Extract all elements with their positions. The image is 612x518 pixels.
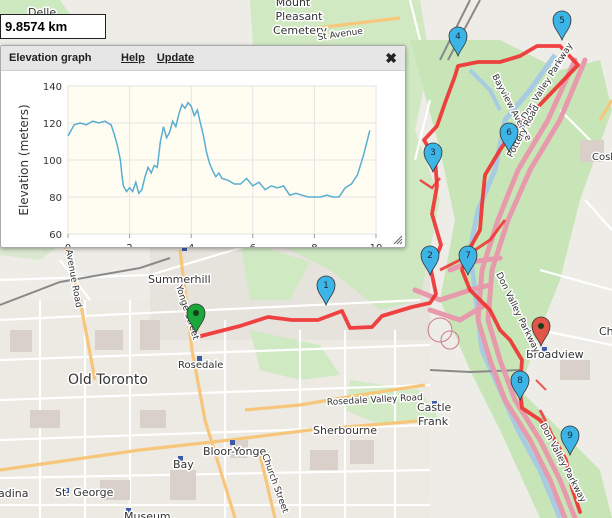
pin-body [448,26,468,58]
x-tick-label: 10 [370,243,383,247]
place-label: Rosedale [178,360,223,371]
elevation-chart: 60801001201400246810Distance (km)Elevati… [17,82,383,247]
place-label: Castle [417,401,452,414]
elevation-panel-header: Elevation graph Help Update ✖ [1,46,405,71]
waypoint-number: 6 [506,128,512,138]
elevation-series-line [67,101,371,198]
waypoint-marker-1[interactable]: 1 [316,275,336,307]
place-label: adina [0,487,29,500]
place-label: Mount [276,0,311,9]
waypoint-number: 5 [559,16,565,26]
place-label: Museum [124,510,171,518]
place-label: Sherbourne [313,424,377,437]
y-tick-label: 60 [49,230,62,241]
waypoint-number: 1 [323,281,329,291]
end-marker[interactable] [531,316,551,348]
waypoint-marker-7[interactable]: 7 [458,245,478,277]
x-tick-label: 4 [188,243,194,247]
place-label: Summerhill [148,273,211,286]
place-label: Frank [418,415,449,428]
pin-body [420,245,440,277]
pin-body [316,275,336,307]
pin-dot [538,323,544,329]
route-line [195,44,582,514]
distance-readout: 9.8574 km [0,14,106,39]
pin-body [510,370,530,402]
y-tick-label: 120 [43,119,62,130]
waypoint-marker-6[interactable]: 6 [499,122,519,154]
waypoint-marker-8[interactable]: 8 [510,370,530,402]
waypoint-marker-5[interactable]: 5 [552,10,572,42]
elevation-panel: Elevation graph Help Update ✖ 60 80 100 120… [0,45,406,248]
waypoint-marker-3[interactable]: 3 [423,142,443,174]
x-tick-label: 8 [311,243,317,247]
waypoint-number: 4 [455,32,461,42]
place-label: Broadview [526,348,584,361]
pin-body [423,142,443,174]
place-label: Old Toronto [68,372,148,388]
close-icon[interactable]: ✖ [385,49,397,66]
help-link[interactable]: Help [121,52,145,64]
waypoint-number: 8 [517,376,523,386]
waypoint-marker-2[interactable]: 2 [420,245,440,277]
place-label: St. George [55,486,114,499]
panel-title: Elevation graph [9,52,92,64]
update-link[interactable]: Update [156,52,195,64]
waypoint-number: 7 [465,251,471,261]
waypoint-number: 9 [567,431,573,441]
pin-body [552,10,572,42]
y-tick-label: 80 [49,193,62,204]
pin-body [458,245,478,277]
y-axis-label: Elevation (meters) [17,104,31,215]
x-tick-label: 2 [126,243,132,247]
pin-body [186,303,206,335]
waypoint-number: 3 [430,148,436,158]
start-marker[interactable] [186,303,206,335]
pin-dot [193,310,199,316]
x-tick-label: 6 [250,243,256,247]
waypoint-marker-9[interactable]: 9 [560,425,580,457]
waypoint-marker-4[interactable]: 4 [448,26,468,58]
place-label: Bay [173,458,194,471]
place-label: Bloor-Yonge [203,445,266,458]
place-label: Ch [599,325,612,338]
place-label: Pleasant [276,10,324,23]
y-tick-label: 140 [43,82,62,93]
pin-body [560,425,580,457]
place-label: Cosb [592,152,612,163]
y-tick-label: 100 [43,156,62,167]
waypoint-number: 2 [427,251,433,261]
pin-body [499,122,519,154]
place-label: Cemetery [273,24,328,37]
resize-handle-icon[interactable] [393,235,403,245]
pin-body [531,316,551,348]
x-tick-label: 0 [65,243,71,247]
